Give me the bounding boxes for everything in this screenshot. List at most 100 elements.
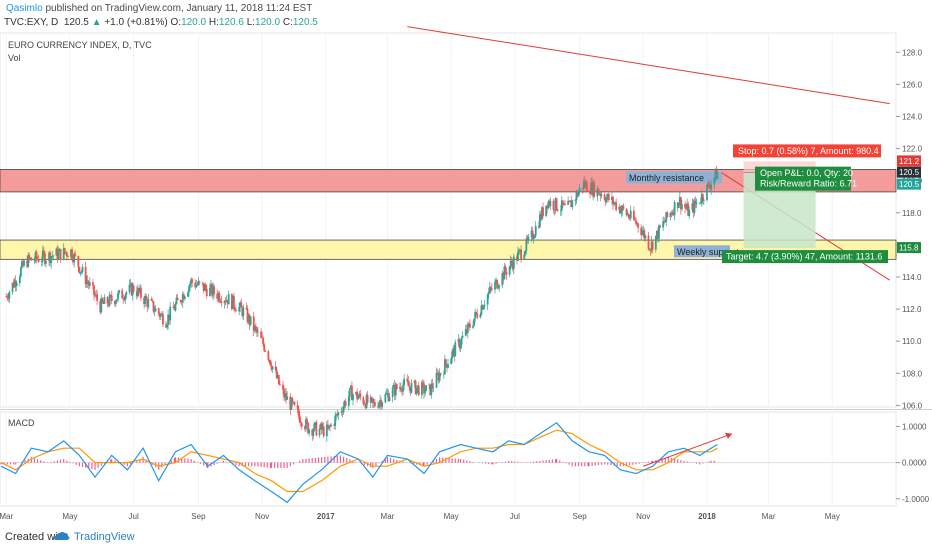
candle-body bbox=[73, 253, 76, 263]
macd-histogram-bar bbox=[91, 462, 93, 470]
candle-body bbox=[429, 384, 432, 395]
macd-histogram-bar bbox=[21, 461, 23, 463]
candle-body bbox=[52, 255, 55, 257]
candle-body bbox=[495, 279, 497, 283]
candle-body bbox=[556, 209, 559, 211]
time-tick-label: May bbox=[825, 512, 840, 521]
macd-histogram-bar bbox=[336, 455, 338, 463]
candle-body bbox=[41, 250, 44, 261]
macd-histogram-bar bbox=[607, 462, 609, 465]
short-position[interactable]: Stop: 0.7 (0.58%) 7, Amount: 980.4 Open P… bbox=[722, 144, 888, 264]
macd-pane[interactable] bbox=[0, 411, 897, 507]
candle-body bbox=[483, 304, 486, 307]
candle-body bbox=[662, 221, 665, 228]
candle-body bbox=[454, 342, 457, 357]
macd-histogram-bar bbox=[305, 458, 307, 463]
macd-histogram-bar bbox=[292, 462, 295, 465]
candle-body bbox=[591, 182, 594, 196]
candle-body bbox=[516, 256, 518, 261]
macd-histogram-bar bbox=[173, 457, 175, 463]
macd-histogram-bar bbox=[72, 462, 74, 464]
macd-histogram-bar bbox=[366, 462, 369, 467]
candle-body bbox=[103, 297, 106, 304]
candle-body bbox=[621, 205, 624, 211]
candle-body bbox=[658, 225, 660, 239]
candle-body bbox=[561, 200, 564, 206]
last-price: 120.5 bbox=[63, 17, 89, 28]
candle-body bbox=[92, 282, 94, 286]
macd-histogram-bar bbox=[314, 457, 316, 463]
symbol-label: TVC:EXY, D bbox=[4, 17, 59, 28]
candle-body bbox=[706, 184, 708, 201]
macd-histogram-bar bbox=[50, 461, 52, 463]
candle-body bbox=[568, 201, 571, 202]
candle-body bbox=[648, 248, 651, 250]
candle-body bbox=[283, 389, 285, 398]
candle-body bbox=[414, 380, 417, 394]
candle-body bbox=[547, 201, 550, 209]
candle-body bbox=[147, 299, 150, 307]
candle-body bbox=[218, 293, 221, 301]
macd-histogram-bar bbox=[321, 457, 323, 463]
macd-histogram-bar bbox=[193, 460, 195, 463]
candle-body bbox=[504, 266, 507, 272]
candle-body bbox=[349, 385, 352, 389]
candle-body bbox=[151, 300, 154, 302]
candle-body bbox=[698, 202, 701, 204]
candle-body bbox=[334, 415, 337, 426]
price-axis[interactable]: 106.0108.0110.0112.0114.0116.0118.0120.0… bbox=[896, 48, 930, 504]
candle-body bbox=[386, 393, 389, 394]
macd-histogram-bar bbox=[213, 462, 215, 466]
macd-histogram-bar bbox=[349, 459, 351, 463]
price-label-bg bbox=[897, 155, 921, 167]
candle-body bbox=[341, 411, 344, 413]
macd-histogram-bar bbox=[30, 457, 32, 463]
macd-histogram-bar bbox=[702, 462, 704, 464]
candle-body bbox=[459, 344, 462, 348]
candle-body bbox=[642, 230, 645, 233]
candle-body bbox=[643, 230, 646, 239]
macd-histogram-bar bbox=[459, 459, 462, 463]
candle-body bbox=[101, 298, 104, 303]
close-value: 120.5 bbox=[292, 17, 318, 28]
candle-body bbox=[533, 235, 536, 238]
candle-body bbox=[358, 393, 361, 398]
chart-canvas[interactable]: Monthly resistance Weekly support Stop: 0… bbox=[0, 0, 932, 524]
macd-histogram-bar bbox=[114, 460, 116, 463]
macd-histogram-bar bbox=[638, 462, 640, 464]
macd-histogram-bar bbox=[260, 462, 262, 467]
macd-histogram-bar bbox=[190, 459, 192, 463]
candle-body bbox=[614, 202, 616, 204]
macd-histogram-bar bbox=[469, 461, 471, 463]
candle-body bbox=[66, 256, 69, 258]
time-tick-label: Mar bbox=[0, 512, 13, 521]
time-axis[interactable]: Mar May Jul Sep Nov 2017 Mar May Jul Sep Nov 2018 Ma… bbox=[0, 512, 840, 521]
created-with-text: Created with bbox=[5, 531, 67, 543]
macd-histogram-bar bbox=[559, 460, 561, 463]
candle-body bbox=[569, 200, 572, 202]
macd-histogram-bar bbox=[466, 460, 468, 463]
macd-histogram-bar bbox=[600, 462, 603, 465]
candle-body bbox=[695, 202, 698, 205]
candle-body bbox=[598, 193, 601, 195]
candle-body bbox=[552, 200, 555, 210]
candle-body bbox=[637, 223, 639, 228]
candle-body bbox=[603, 194, 606, 200]
macd-histogram-bar bbox=[123, 462, 125, 465]
macd-histogram-bar bbox=[174, 457, 177, 463]
author-link[interactable]: Qasimlo bbox=[6, 3, 43, 14]
time-tick-label: 2018 bbox=[698, 512, 716, 521]
macd-histogram-bar bbox=[597, 462, 599, 466]
candle-body bbox=[486, 294, 489, 305]
tradingview-link[interactable]: TradingView bbox=[74, 531, 135, 543]
macd-histogram-bar bbox=[100, 462, 102, 466]
candle-body bbox=[574, 200, 577, 201]
candle-body bbox=[549, 200, 552, 207]
macd-histogram-bar bbox=[222, 460, 225, 463]
candle-body bbox=[176, 297, 179, 301]
macd-histogram-bar bbox=[677, 459, 679, 463]
macd-histogram-bar bbox=[386, 457, 389, 463]
candle-body bbox=[88, 282, 91, 286]
candle-body bbox=[702, 200, 705, 201]
candle-body bbox=[167, 314, 170, 325]
